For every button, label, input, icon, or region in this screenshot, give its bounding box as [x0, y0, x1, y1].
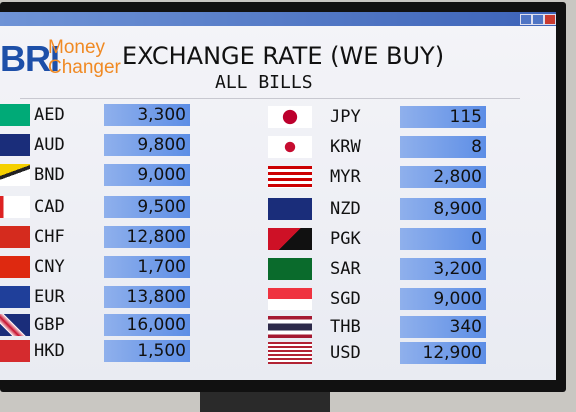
currency-code: SAR	[330, 259, 361, 279]
currency-code: AUD	[34, 135, 65, 155]
flag-icon	[268, 198, 312, 220]
rate-value: 1,500	[104, 340, 190, 362]
rate-value: 3,200	[400, 258, 486, 280]
rate-value: 8	[400, 136, 486, 158]
rate-value: 9,000	[400, 288, 486, 310]
currency-code: BND	[34, 165, 65, 185]
logo: BRI	[0, 38, 60, 79]
currency-code: JPY	[330, 107, 361, 127]
flag-icon	[0, 196, 30, 218]
currency-code: KRW	[330, 137, 361, 157]
currency-code: EUR	[34, 287, 65, 307]
currency-code: CAD	[34, 197, 65, 217]
flag-icon	[0, 104, 30, 126]
flag-icon	[268, 288, 312, 310]
screen: BRI Money Changer EXCHANGE RATE (WE BUY)…	[0, 12, 556, 380]
brand-text: Changer	[48, 57, 121, 78]
flag-icon	[0, 340, 30, 362]
flag-icon	[268, 316, 312, 338]
rate-value: 115	[400, 106, 486, 128]
rate-value: 9,500	[104, 196, 190, 218]
rate-value: 1,700	[104, 256, 190, 278]
flag-icon	[0, 286, 30, 308]
flag-icon	[0, 256, 30, 278]
flag-icon	[268, 258, 312, 280]
divider	[20, 98, 520, 99]
rate-value: 2,800	[400, 166, 486, 188]
window-titlebar	[0, 12, 556, 26]
rate-value: 16,000	[104, 314, 190, 336]
rate-value: 9,800	[104, 134, 190, 156]
close-button[interactable]	[544, 14, 556, 25]
flag-icon	[268, 106, 312, 128]
flag-icon	[268, 136, 312, 158]
currency-code: PGK	[330, 229, 361, 249]
rate-value: 0	[400, 228, 486, 250]
flag-icon	[0, 226, 30, 248]
flag-icon	[0, 314, 30, 336]
rate-value: 13,800	[104, 286, 190, 308]
monitor-stand	[200, 392, 330, 412]
minimize-button[interactable]	[520, 14, 532, 25]
rate-value: 3,300	[104, 104, 190, 126]
currency-code: SGD	[330, 289, 361, 309]
rate-value: 340	[400, 316, 486, 338]
brand-text: Money	[48, 37, 106, 58]
flag-icon	[268, 228, 312, 250]
currency-code: USD	[330, 343, 361, 363]
subtitle: ALL BILLS	[215, 72, 313, 93]
currency-code: NZD	[330, 199, 361, 219]
rate-value: 12,900	[400, 342, 486, 364]
currency-code: CNY	[34, 257, 65, 277]
currency-code: MYR	[330, 167, 361, 187]
flag-icon	[268, 342, 312, 364]
currency-code: GBP	[34, 315, 65, 335]
flag-icon	[0, 164, 30, 186]
flag-icon	[0, 134, 30, 156]
title: EXCHANGE RATE (WE BUY)	[122, 42, 445, 70]
flag-icon	[268, 166, 312, 188]
maximize-button[interactable]	[532, 14, 544, 25]
currency-code: AED	[34, 105, 65, 125]
rate-value: 9,000	[104, 164, 190, 186]
rate-value: 8,900	[400, 198, 486, 220]
currency-code: CHF	[34, 227, 65, 247]
rate-value: 12,800	[104, 226, 190, 248]
currency-code: THB	[330, 317, 361, 337]
currency-code: HKD	[34, 341, 65, 361]
